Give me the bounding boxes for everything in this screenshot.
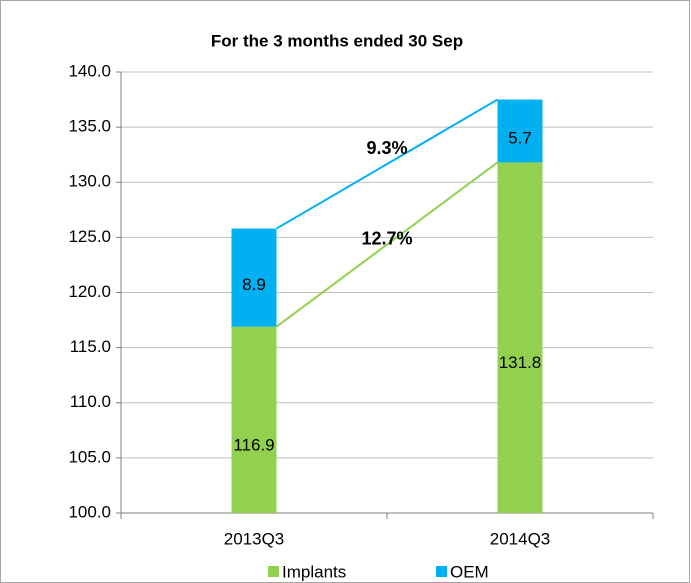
data-label: 8.9 [242, 275, 266, 294]
y-tick-label: 135.0 [68, 117, 111, 136]
bar-segment [497, 99, 543, 163]
y-tick-label: 110.0 [70, 392, 111, 411]
legend-swatch [436, 566, 447, 577]
y-tick-label: 115.0 [70, 337, 111, 356]
data-label: 131.8 [499, 353, 542, 372]
y-tick-label: 100.0 [68, 502, 111, 521]
legend-label: Implants [282, 562, 346, 581]
growth-line [275, 98, 499, 230]
chart-title: For the 3 months ended 30 Sep [211, 31, 463, 50]
growth-line [275, 161, 499, 328]
y-tick-label: 105.0 [68, 447, 111, 466]
data-label: 5.7 [508, 128, 532, 147]
x-tick-label: 2013Q3 [224, 529, 285, 548]
growth-label: 12.7% [361, 228, 412, 248]
legend-label: OEM [450, 562, 489, 581]
growth-label: 9.3% [366, 138, 407, 158]
bar-segment [231, 326, 277, 513]
legend-swatch [268, 566, 279, 577]
x-tick-label: 2014Q3 [490, 529, 551, 548]
y-tick-label: 120.0 [68, 282, 111, 301]
y-tick-label: 140.0 [68, 61, 111, 80]
bar-segment [497, 162, 543, 513]
data-label: 116.9 [233, 435, 274, 454]
y-tick-label: 130.0 [68, 172, 111, 191]
bar-segment [231, 228, 277, 327]
y-tick-label: 125.0 [68, 227, 111, 246]
